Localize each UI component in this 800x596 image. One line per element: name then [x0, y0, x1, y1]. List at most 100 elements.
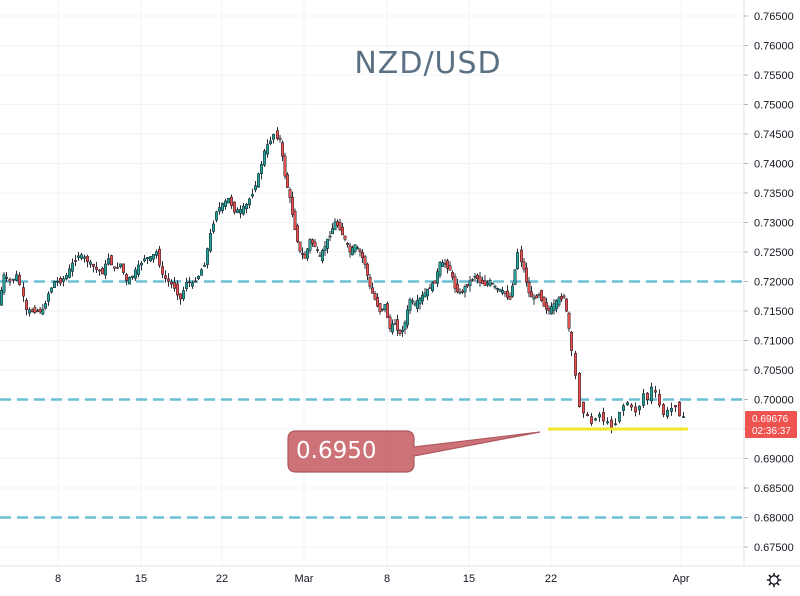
price-tick-label: 0.74000 — [754, 159, 794, 171]
candle-body — [74, 260, 77, 262]
time-tick-label: 15 — [135, 573, 147, 585]
candle-body — [443, 263, 447, 265]
candle-body — [257, 173, 260, 188]
horizontal-levels — [0, 280, 744, 519]
candle-body — [540, 290, 543, 301]
candle-body — [353, 244, 357, 252]
candle-body — [498, 288, 502, 292]
candle-body — [391, 323, 394, 333]
candle-body — [552, 303, 556, 311]
candle-body — [674, 405, 677, 408]
candle-body — [508, 295, 512, 300]
candle-body — [131, 275, 134, 278]
candle-body — [476, 274, 479, 280]
candle-body — [578, 373, 581, 407]
candle-body — [326, 238, 329, 249]
candle-body — [530, 291, 533, 298]
candle-body — [155, 251, 158, 256]
candle-body — [318, 255, 322, 257]
candle-body — [590, 416, 593, 424]
candle-body — [306, 248, 309, 259]
candle-body — [33, 307, 37, 313]
candle-body — [513, 269, 517, 285]
candle-body — [423, 292, 427, 298]
candle-body — [44, 303, 47, 309]
candle-body — [598, 414, 601, 418]
candle-body — [173, 282, 176, 289]
price-tick-label: 0.71500 — [754, 306, 794, 318]
candle-body — [194, 280, 197, 283]
candle-body — [36, 310, 39, 312]
candle-body — [565, 298, 568, 312]
candle-body — [351, 247, 354, 256]
candle-body — [366, 263, 369, 276]
candle-body — [438, 262, 442, 276]
candle-body — [586, 414, 589, 416]
candle-body — [80, 254, 83, 259]
candle-body — [5, 276, 8, 279]
candle-body — [251, 194, 254, 197]
candle-body — [431, 282, 434, 292]
settings-gear-icon[interactable] — [766, 572, 782, 588]
candle-body — [95, 266, 98, 270]
price-tick-label: 0.70500 — [754, 365, 794, 377]
candle-body — [47, 293, 50, 302]
candle-body — [308, 239, 312, 251]
price-tick-label: 0.68500 — [754, 483, 794, 495]
candle-body — [0, 290, 3, 306]
candle-body — [152, 254, 155, 260]
candle-body — [670, 407, 673, 412]
price-tick-label: 0.68000 — [754, 513, 794, 525]
candle-body — [570, 331, 573, 351]
time-tick-label: 8 — [55, 573, 61, 585]
candle-body — [555, 300, 558, 309]
candle-body — [110, 255, 113, 266]
candle-body — [296, 225, 299, 242]
candle-body — [373, 293, 377, 300]
candle-body — [293, 210, 297, 230]
candle-body — [396, 319, 399, 331]
candle-body — [25, 300, 28, 310]
candle-body — [418, 298, 422, 305]
candle-body — [286, 174, 289, 188]
candle-body — [426, 288, 429, 297]
candle-body — [278, 137, 282, 140]
candle-body — [416, 300, 419, 309]
candle-body — [266, 144, 269, 155]
candle-body — [233, 201, 236, 213]
price-tick-label: 0.73000 — [754, 218, 794, 230]
candle-body — [406, 309, 409, 326]
candle-body — [378, 303, 382, 313]
candle-body — [545, 302, 548, 310]
candle-body — [161, 266, 164, 275]
candle-body — [522, 261, 526, 270]
candle-body — [272, 134, 275, 140]
candle-body — [602, 412, 605, 422]
candle-body — [38, 308, 42, 313]
candle-body — [176, 283, 179, 296]
candle-body — [516, 252, 519, 269]
chart-title: NZD/USD — [354, 46, 501, 81]
candle-body — [77, 255, 80, 258]
candle-body — [323, 246, 327, 252]
candle-body — [461, 290, 464, 293]
candle-body — [411, 300, 414, 303]
candle-body — [158, 248, 161, 266]
time-axis[interactable]: 8 15 22 Mar 8 15 22 Apr — [55, 573, 690, 585]
candle-body — [137, 264, 140, 275]
candle-body — [466, 283, 469, 287]
candle-body — [263, 150, 266, 166]
candle-body — [403, 322, 407, 330]
candle-body — [170, 281, 173, 285]
candle-body — [59, 278, 62, 284]
candle-body — [116, 267, 119, 269]
candle-body — [119, 263, 122, 268]
candle-body — [511, 285, 514, 297]
time-tick-label: Mar — [295, 573, 314, 585]
time-tick-label: 8 — [384, 573, 390, 585]
price-tick-label: 0.69000 — [754, 454, 794, 466]
candle-body — [527, 281, 531, 294]
candle-body — [15, 274, 18, 281]
price-tick-label: 0.67500 — [754, 542, 794, 554]
